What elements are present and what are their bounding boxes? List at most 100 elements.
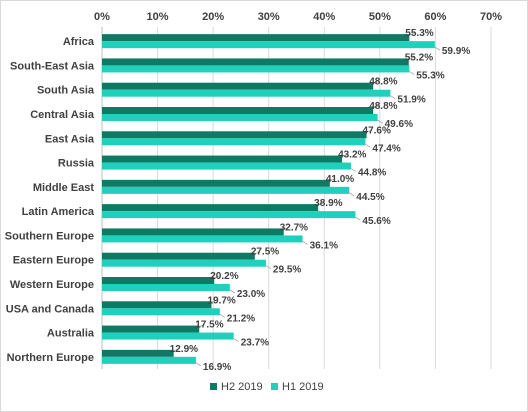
leader-line — [377, 119, 383, 124]
leader-line — [408, 57, 414, 60]
bar-h1-2019 — [102, 41, 435, 49]
x-tick-label: 70% — [480, 11, 502, 23]
legend-swatch-h2-2019 — [210, 383, 217, 390]
data-label-h2-2019: 55.3% — [405, 28, 433, 39]
bar-h2-2019 — [102, 228, 284, 236]
category-label: South-East Asia — [10, 60, 95, 72]
legend: H2 2019 H1 2019 — [210, 381, 324, 393]
leader-line — [349, 192, 355, 197]
bar-h2-2019 — [102, 277, 215, 284]
leader-line — [409, 71, 415, 75]
data-label-h2-2019: 17.5% — [195, 320, 223, 331]
leader-line — [199, 324, 205, 327]
bar-h1-2019 — [102, 89, 391, 97]
bar-h2-2019 — [102, 204, 319, 212]
data-label-h1-2019: 21.2% — [227, 313, 255, 324]
category-labels: Africa South-East Asia South Asia Central A… — [5, 36, 95, 364]
bar-h1-2019 — [102, 259, 266, 267]
leader-line — [390, 95, 396, 100]
bar-h1-2019 — [102, 356, 196, 364]
bar-h1-2019 — [102, 138, 366, 146]
leader-line — [434, 46, 441, 51]
category-label: Northern Europe — [7, 352, 94, 364]
bar-h2-2019 — [102, 82, 374, 90]
leader-line — [341, 154, 348, 157]
category-label: Southern Europe — [5, 230, 94, 242]
leader-line — [329, 178, 335, 182]
data-label-h2-2019: 38.9% — [314, 198, 342, 209]
x-tick-label: 60% — [424, 11, 446, 23]
category-label: Australia — [47, 328, 95, 340]
data-label-h2-2019: 27.5% — [251, 247, 279, 258]
bar-h1-2019 — [102, 308, 220, 316]
category-label: USA and Canada — [6, 303, 95, 315]
data-label-h1-2019: 29.5% — [273, 265, 301, 276]
bar-h2-2019 — [102, 107, 374, 114]
data-label-h2-2019: 20.2% — [210, 271, 238, 282]
bar-h2-2019 — [102, 325, 200, 333]
data-label-h1-2019: 59.9% — [442, 46, 470, 57]
leader-line — [302, 241, 308, 245]
leader-line — [318, 202, 324, 206]
bar-h1-2019 — [102, 284, 230, 291]
data-label-h2-2019: 55.2% — [405, 52, 433, 63]
x-tick-label: 10% — [147, 11, 169, 23]
leader-line — [265, 265, 272, 270]
leader-line — [214, 275, 220, 279]
bar-h1-2019 — [102, 65, 410, 73]
bar-h2-2019 — [102, 34, 410, 42]
data-label-h1-2019: 47.4% — [372, 143, 400, 154]
bar-h1-2019 — [102, 235, 303, 243]
leader-line — [350, 168, 357, 172]
data-labels: 55.3% 55.2% 48.8% 48.8% 47.6% 43.2% 41.0% 38.9%… — [170, 28, 471, 373]
data-label-h1-2019: 49.6% — [385, 119, 413, 130]
data-label-h2-2019: 32.7% — [280, 222, 308, 233]
category-label: Middle East — [33, 182, 94, 194]
data-label-h1-2019: 16.9% — [203, 362, 231, 373]
bar-h1-2019 — [102, 332, 234, 340]
leader-line — [283, 227, 289, 230]
leader-line — [233, 338, 239, 342]
category-label: South Asia — [37, 85, 95, 97]
leader-line — [195, 362, 202, 367]
data-label-h1-2019: 44.8% — [358, 168, 386, 179]
leader-line — [409, 32, 415, 36]
x-tick-label: 20% — [202, 11, 224, 23]
bar-h2-2019 — [102, 131, 367, 139]
legend-swatch-h1-2019 — [271, 383, 278, 390]
x-axis-ticks: 0% 10% 20% 30% 40% 50% 60% 70% — [94, 11, 502, 23]
bar-h1-2019 — [102, 186, 350, 194]
bar-h2-2019 — [102, 301, 212, 309]
category-label: Russia — [58, 158, 95, 170]
bar-h2-2019 — [102, 252, 255, 260]
x-tick-label: 30% — [258, 11, 280, 23]
legend-label-h1-2019: H1 2019 — [282, 381, 324, 393]
data-label-h1-2019: 55.3% — [416, 70, 444, 81]
category-label: Africa — [63, 36, 95, 48]
leader-line — [373, 105, 379, 109]
leader-line — [355, 216, 361, 221]
data-label-h2-2019: 43.2% — [338, 150, 366, 161]
data-label-h1-2019: 36.1% — [310, 240, 338, 251]
bar-h1-2019 — [102, 162, 351, 170]
data-label-h1-2019: 23.0% — [237, 289, 265, 300]
category-label: Central Asia — [30, 109, 95, 121]
leader-line — [254, 251, 260, 255]
category-label: Latin America — [22, 206, 95, 218]
category-label: East Asia — [45, 133, 95, 145]
leader-line — [219, 313, 226, 318]
data-label-h2-2019: 48.8% — [369, 101, 397, 112]
leader-line — [365, 143, 371, 148]
bar-h2-2019 — [102, 155, 343, 163]
data-label-h1-2019: 44.5% — [356, 192, 384, 203]
data-label-h1-2019: 51.9% — [397, 95, 425, 106]
x-tick-label: 0% — [94, 11, 110, 23]
data-label-h1-2019: 23.7% — [241, 338, 269, 349]
bars — [102, 34, 435, 364]
data-label-h2-2019: 19.7% — [207, 295, 235, 306]
category-label: Eastern Europe — [13, 255, 94, 267]
bar-h2-2019 — [102, 58, 409, 66]
data-label-h2-2019: 48.8% — [369, 77, 397, 88]
bar-h2-2019 — [102, 179, 330, 187]
